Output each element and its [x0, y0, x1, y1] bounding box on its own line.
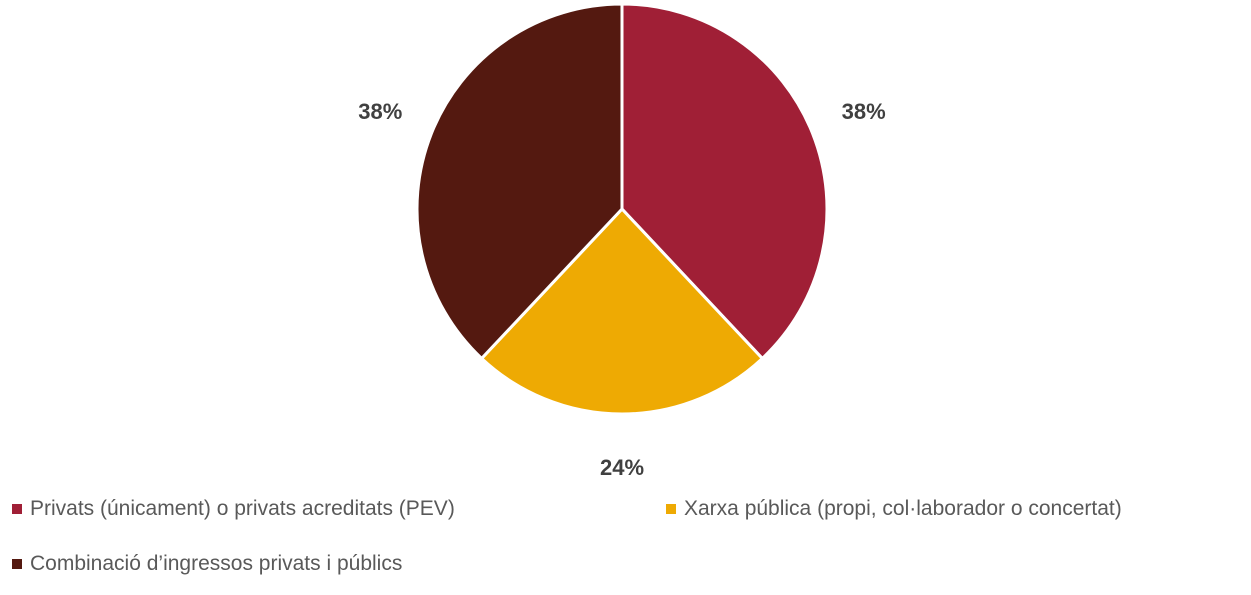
data-label-combinacio: 38%: [358, 99, 402, 124]
pie-slices: [415, 2, 829, 416]
pie-slice-privats: [620, 2, 829, 360]
pie-slice-combinacio: [415, 2, 624, 360]
data-label-xarxa-publica: 24%: [600, 455, 644, 480]
pie-data-labels: 38% 24% 38%: [358, 99, 885, 480]
data-label-privats: 38%: [842, 99, 886, 124]
pie-slice-xarxa-publica: [480, 207, 764, 416]
